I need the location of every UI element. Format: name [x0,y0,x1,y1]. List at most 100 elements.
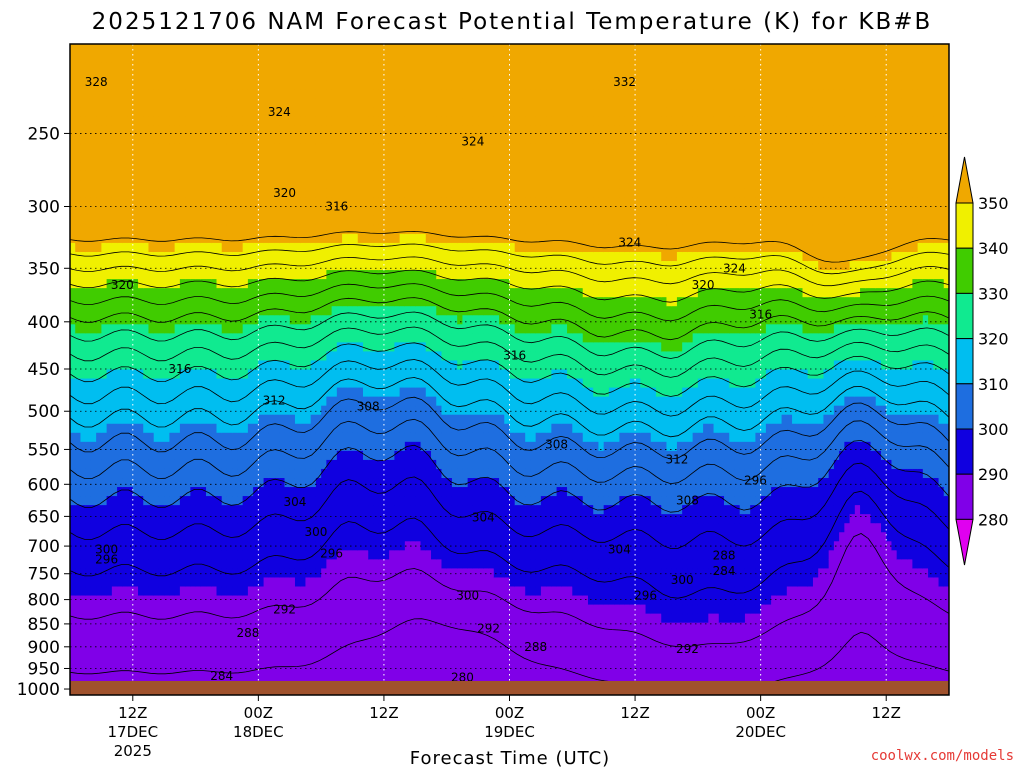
field-cell [394,396,401,407]
field-cell [195,450,202,461]
field-cell [200,532,207,542]
field-cell [404,161,411,172]
field-cell [96,342,102,353]
field-cell [300,649,307,660]
field-cell [321,468,327,479]
field-cell [253,288,259,298]
field-cell [148,179,155,190]
field-cell [221,649,228,660]
field-cell [331,541,338,551]
field-cell [90,459,97,470]
field-cell [138,487,144,497]
field-cell [415,505,422,515]
field-cell [415,658,422,669]
field-cell [431,270,437,280]
field-cell [420,387,427,398]
field-cell [101,179,108,190]
field-cell [253,188,259,199]
field-cell [237,242,244,253]
field-cell [310,523,317,533]
field-cell [138,586,144,597]
field-cell [394,487,401,497]
field-cell [70,179,76,190]
field-cell [164,80,171,90]
field-cell [132,405,139,416]
field-cell [101,423,108,434]
field-cell [206,333,212,343]
field-cell [138,342,144,353]
field-cell [420,98,427,108]
field-cell [373,306,380,316]
field-cell [195,649,202,660]
field-cell [106,270,113,280]
field-cell [420,595,427,606]
field-cell [404,315,411,325]
field-cell [357,297,364,307]
field-cell [347,288,354,298]
field-cell [153,550,160,560]
field-cell [326,523,333,533]
field-cell [331,224,338,235]
field-cell [132,161,139,172]
field-cell [357,378,364,389]
field-cell [378,360,385,371]
field-cell [164,658,171,669]
field-cell [383,125,390,136]
field-cell [122,89,129,99]
field-cell [410,505,416,515]
field-cell [153,261,160,271]
field-cell [294,125,301,136]
field-cell [70,306,76,316]
field-cell [117,89,123,99]
field-cell [200,179,207,190]
field-cell [200,622,207,633]
field-cell [300,441,307,452]
field-cell [336,514,343,524]
field-cell [96,559,102,570]
field-cell [399,432,406,443]
field-cell [342,161,348,172]
field-cell [226,414,233,425]
field-cell [415,107,422,117]
field-cell [258,125,265,136]
field-cell [253,324,259,334]
field-cell [253,206,259,217]
field-cell [122,116,129,126]
field-cell [289,649,296,660]
field-cell [195,459,202,470]
field-cell [253,396,259,407]
field-cell [336,242,343,253]
field-cell [75,53,82,63]
field-cell [190,170,197,181]
field-cell [289,143,296,154]
field-cell [148,559,155,570]
field-cell [274,631,280,642]
field-cell [158,387,165,398]
field-cell [195,631,202,642]
field-cell [399,44,406,54]
field-cell [326,459,333,470]
field-cell [127,550,134,560]
field-cell [122,80,129,90]
field-cell [132,595,139,606]
field-cell [117,134,123,145]
field-cell [284,261,291,271]
field-cell [326,658,333,669]
field-cell [174,432,181,443]
field-cell [415,89,422,99]
field-cell [342,586,348,597]
field-cell [232,98,239,108]
field-cell [368,387,375,398]
field-cell [258,387,265,398]
field-cell [331,53,338,63]
field-cell [326,487,333,497]
field-cell [305,297,312,307]
field-cell [111,44,118,54]
field-cell [90,378,97,389]
field-cell [190,631,197,642]
field-cell [247,324,254,334]
field-cell [138,53,144,63]
field-cell [158,270,165,280]
field-cell [211,134,218,145]
field-cell [185,378,191,389]
